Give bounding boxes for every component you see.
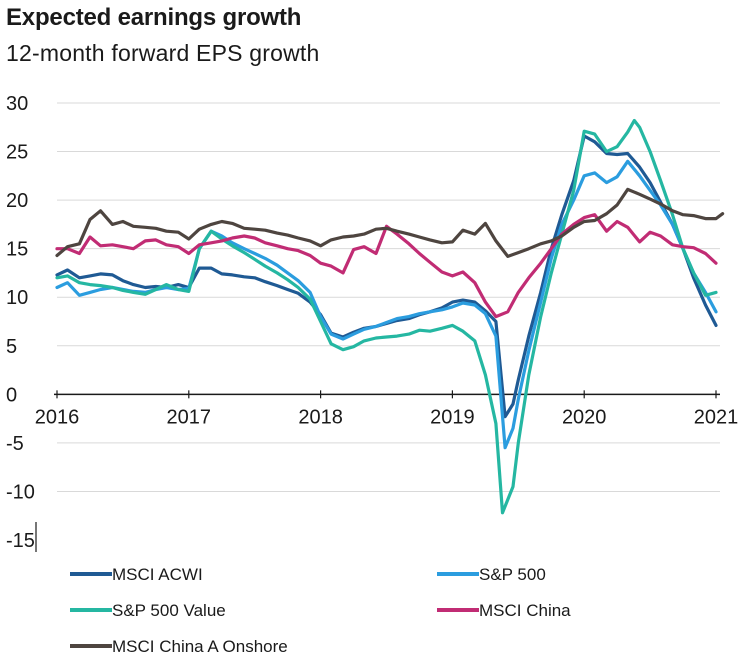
y-tick-label: 30 <box>6 93 28 115</box>
chart-subtitle: 12-month forward EPS growth <box>6 40 320 66</box>
y-tick-label: -10 <box>6 481 35 503</box>
y-tick-label: 10 <box>6 287 28 309</box>
chart-title: Expected earnings growth <box>6 4 302 31</box>
y-tick-label: -5 <box>6 433 24 455</box>
y-tick-label: 20 <box>6 190 28 212</box>
y-tick-label: -15 <box>6 530 35 552</box>
y-tick-label: 25 <box>6 142 28 164</box>
x-tick-label: 2017 <box>167 406 212 428</box>
x-tick-label: 2018 <box>298 406 343 428</box>
legend: MSCI ACWI S&P 500 S&P 500 Value MSCI China M… <box>70 565 571 656</box>
y-tick-label: 0 <box>6 384 17 406</box>
gridlines <box>57 102 720 492</box>
series-lines <box>55 118 725 515</box>
series-line-s-p-500-value <box>55 118 718 515</box>
x-axis: 2016 2017 2018 2019 2020 2021 <box>35 390 739 552</box>
legend-label-s-p-500-value: S&P 500 Value <box>112 601 226 620</box>
x-tick-label: 2020 <box>562 406 607 428</box>
x-tick-label: 2019 <box>430 406 475 428</box>
legend-label-s-p-500: S&P 500 <box>479 565 546 584</box>
y-tick-label: 5 <box>6 336 17 358</box>
series-line-msci-china <box>55 213 718 319</box>
x-tick-label: 2016 <box>35 406 80 428</box>
legend-label-msci-china-a-onshore: MSCI China A Onshore <box>112 637 288 656</box>
y-tick-label: 15 <box>6 239 28 261</box>
series-line-s-p-500 <box>55 159 718 450</box>
y-axis-ticks: 30 25 20 15 10 5 0 -5 -10 -15 <box>6 93 35 552</box>
legend-label-msci-acwi: MSCI ACWI <box>112 565 203 584</box>
x-tick-label: 2021 <box>694 406 739 428</box>
series-line-msci-china-a-onshore <box>55 187 725 258</box>
legend-label-msci-china: MSCI China <box>479 601 571 620</box>
